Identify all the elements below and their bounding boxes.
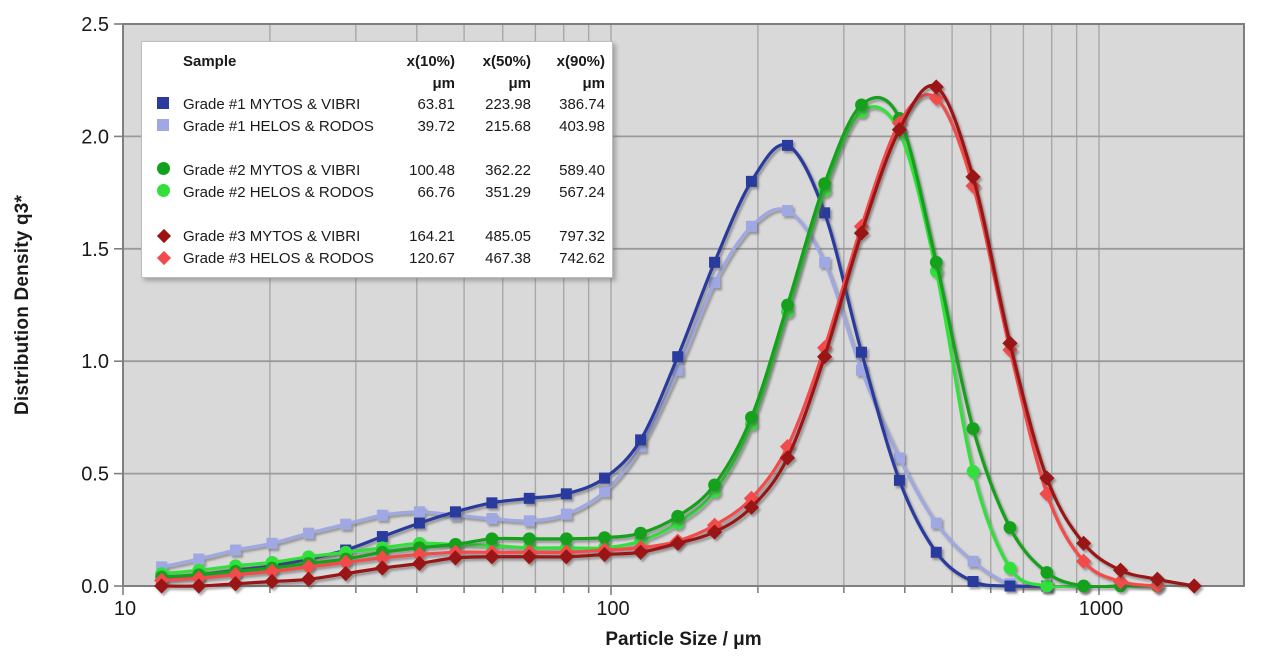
y-tick-label: 1.0 — [81, 351, 109, 373]
legend-x90-value: 742.62 — [559, 249, 605, 267]
series-curve-grade-2-helos-rodos — [160, 105, 1086, 588]
legend-row: μm μm μm — [151, 73, 605, 93]
legend-x50-value: 467.38 — [485, 249, 531, 267]
legend-marker-col — [151, 228, 183, 245]
legend-group-spacer — [151, 203, 603, 225]
legend-x90-value: 589.40 — [559, 161, 605, 179]
legend-row: Grade #3 HELOS & RODOS 120.67 467.38 742.62 — [151, 247, 605, 269]
legend-x50-value: 215.68 — [485, 117, 531, 135]
legend-x50-value: 485.05 — [485, 227, 531, 245]
legend-x50-value: 362.22 — [485, 161, 531, 179]
legend-x50-value: 351.29 — [485, 183, 531, 201]
axis-ticks — [114, 23, 1100, 595]
legend-x90-value: 386.74 — [559, 95, 605, 113]
legend-row: Grade #2 MYTOS & VIBRI 100.48 362.22 589.40 — [151, 159, 605, 181]
legend-x10-value: 39.72 — [417, 117, 455, 135]
x-tick-label: 100 — [596, 598, 629, 620]
x-tick-label: 10 — [114, 598, 136, 620]
legend-x10-value: 66.76 — [417, 183, 455, 201]
legend-row: Grade #1 MYTOS & VIBRI 63.81 223.98 386.74 — [151, 93, 605, 115]
legend-marker-col — [151, 183, 183, 201]
legend-series-name: Grade #2 HELOS & RODOS — [183, 183, 374, 201]
x-tick-label: 1000 — [1079, 598, 1124, 620]
legend-row: Grade #2 HELOS & RODOS 66.76 351.29 567.24 — [151, 181, 605, 203]
diamond-marker-icon — [156, 250, 172, 265]
legend-marker-col — [151, 118, 183, 135]
legend-row: Grade #3 MYTOS & VIBRI 164.21 485.05 797.32 — [151, 225, 605, 247]
circle-marker-icon — [157, 183, 170, 197]
legend-header-x90: x(90%) — [556, 52, 605, 70]
legend-header-sample: Sample — [183, 52, 237, 70]
legend-x10-value: 100.48 — [409, 161, 455, 179]
legend-unit-x10: μm — [432, 74, 455, 92]
legend-x10-value: 63.81 — [417, 95, 455, 113]
legend-x10-value: 164.21 — [409, 227, 455, 245]
square-marker-icon — [157, 118, 169, 131]
legend-series-name: Grade #1 HELOS & RODOS — [183, 117, 374, 135]
legend-series-name: Grade #3 HELOS & RODOS — [183, 249, 374, 267]
legend-unit-x90: μm — [582, 74, 605, 92]
legend-x50-value: 223.98 — [485, 95, 531, 113]
legend-series-name: Grade #3 MYTOS & VIBRI — [183, 227, 361, 245]
legend-x90-value: 567.24 — [559, 183, 605, 201]
y-tick-label: 2.5 — [81, 14, 109, 36]
plot-border — [122, 23, 1245, 587]
series-grade-3-mytos-vibri — [154, 79, 1202, 594]
square-marker-icon — [157, 96, 169, 109]
legend-header-x50: x(50%) — [482, 52, 531, 70]
diamond-marker-icon — [156, 228, 172, 243]
legend-x90-value: 797.32 — [559, 227, 605, 245]
y-tick-label: 0.0 — [81, 576, 109, 598]
legend-x10-value: 120.67 — [409, 249, 455, 267]
legend-series-name: Grade #1 MYTOS & VIBRI — [183, 95, 361, 113]
legend-series-name: Grade #2 MYTOS & VIBRI — [183, 161, 361, 179]
y-tick-label: 2.0 — [81, 126, 109, 148]
y-axis-title: Distribution Density q3* — [12, 194, 33, 416]
y-tick-label: 1.5 — [81, 239, 109, 261]
legend: Sample x(10%) x(50%) x(90%) μm μm μm Grade #1 M… — [141, 41, 613, 278]
legend-row: Grade #1 HELOS & RODOS 39.72 215.68 403.98 — [151, 115, 605, 137]
legend-row: Sample x(10%) x(50%) x(90%) — [151, 49, 605, 73]
legend-header-x10: x(10%) — [406, 52, 455, 70]
legend-marker-col — [151, 96, 183, 113]
series-markers-grade-3-mytos-vibri — [154, 79, 1202, 594]
tick-labels: 0.0 0.5 1.0 1.5 2.0 2.5 10 100 1000 — [81, 14, 1123, 620]
legend-unit-x50: μm — [508, 74, 531, 92]
circle-marker-icon — [157, 161, 170, 175]
legend-group-spacer — [151, 137, 603, 159]
legend-x90-value: 403.98 — [559, 117, 605, 135]
legend-marker-col — [151, 250, 183, 267]
y-tick-label: 0.5 — [81, 464, 109, 486]
legend-marker-col — [151, 161, 183, 179]
x-axis-title: Particle Size / μm — [605, 629, 762, 650]
